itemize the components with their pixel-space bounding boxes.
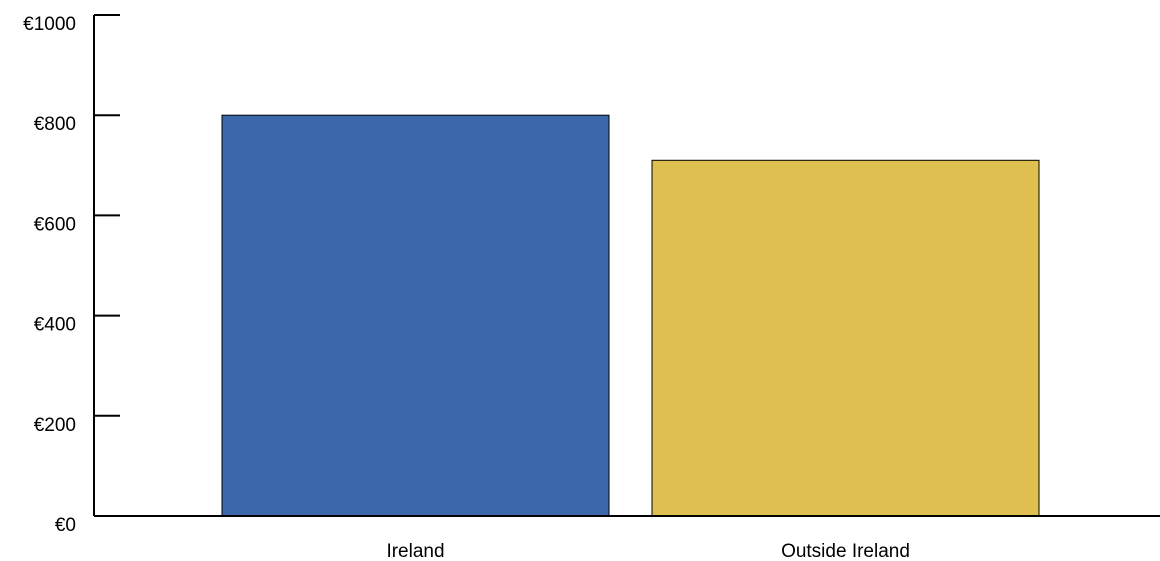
y-tick-label: €0 [55,515,76,536]
y-tick-label: €200 [34,415,76,436]
y-tick-label: €600 [34,214,76,235]
bar-ireland [221,114,610,517]
y-tick-label: €800 [34,114,76,135]
y-axis-ticks: €0 €200 €400 €600 €800 €1000 [23,14,120,536]
y-tick-label: €1000 [23,14,76,35]
x-category-label: Outside Ireland [781,541,910,561]
x-axis-labels: Ireland Outside Ireland [386,541,909,561]
bar-outside-ireland [651,159,1040,517]
y-tick-label: €400 [34,315,76,336]
bars [221,114,1040,517]
x-category-label: Ireland [386,541,444,561]
